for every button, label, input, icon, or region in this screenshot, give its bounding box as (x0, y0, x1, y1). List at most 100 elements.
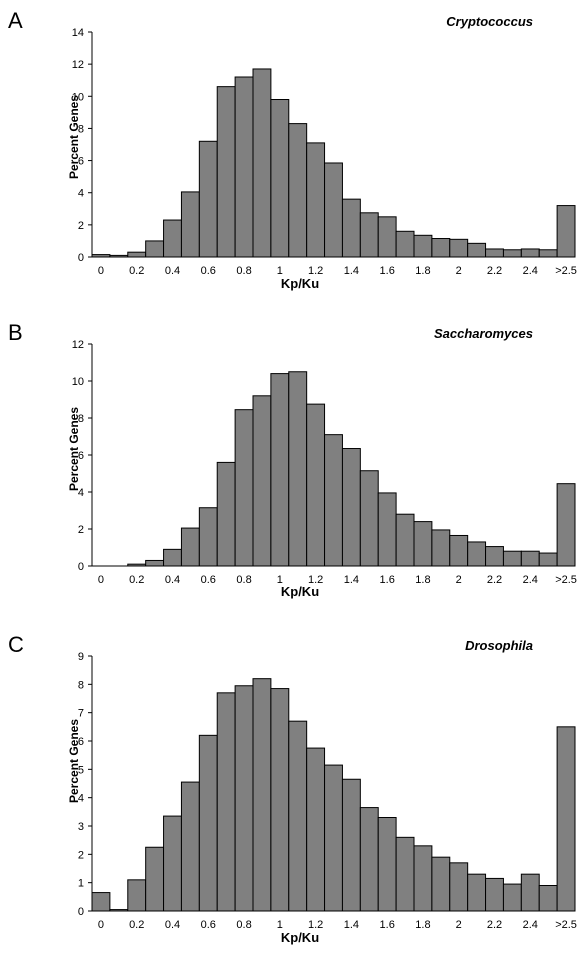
y-tick-label: 14 (72, 27, 84, 39)
histogram-panel-drosophila: C Drosophila Percent Genes 0 1 2 3 4 5 6 7 8 9 0 0.… (0, 632, 583, 950)
histogram-bar (467, 541, 487, 567)
histogram-bar (198, 734, 218, 912)
histogram-bar (180, 191, 200, 258)
histogram-bar (359, 212, 379, 258)
x-tick-label: 0.6 (201, 574, 216, 586)
chart-title: Drosophila (465, 638, 533, 653)
chart-plot: 0 1 2 3 4 5 6 7 8 9 0 0.2 0.4 0.6 0.8 1 1.2 1.4 1.6 1.8 2 2.2… (78, 651, 577, 931)
x-tick-label: 2.2 (487, 265, 502, 277)
histogram-bar (413, 234, 433, 258)
histogram-bar (413, 845, 433, 912)
histogram-bar (216, 461, 236, 567)
x-tick-label: 0.8 (236, 574, 251, 586)
y-tick-label: 7 (78, 708, 84, 720)
histogram-bar (449, 238, 469, 258)
x-tick-label: 1 (277, 919, 283, 931)
histogram-bar (485, 877, 504, 912)
x-axis-label: Kp/Ku (280, 584, 320, 599)
histogram-bar (216, 692, 236, 912)
histogram-bar (431, 856, 451, 912)
x-tick-label: 0.2 (129, 919, 144, 931)
x-tick-label: 0.4 (165, 265, 180, 277)
y-tick-label: 4 (78, 188, 84, 200)
histogram-bar (502, 550, 522, 567)
x-tick-label: 0.8 (236, 919, 251, 931)
histogram-bar (324, 162, 343, 258)
x-tick-label: 2.2 (487, 574, 502, 586)
histogram-bar (395, 230, 415, 258)
histogram-bar (127, 251, 147, 258)
histogram-panel-cryptococcus: A Cryptococcus Percent Genes 0 2 4 6 8 10 12 14… (0, 8, 583, 326)
histogram-bar (520, 550, 540, 567)
y-tick-label: 9 (78, 651, 84, 663)
histogram-bar (377, 216, 397, 258)
histogram-bar (377, 817, 397, 912)
x-tick-label: 2 (456, 574, 462, 586)
chart-title: Cryptococcus (446, 14, 533, 29)
histogram-bar (395, 836, 415, 912)
x-tick-label: 2.4 (523, 574, 538, 586)
histogram-bar (449, 862, 469, 912)
histogram-bar (538, 885, 558, 912)
y-tick-label: 12 (72, 339, 84, 351)
histogram-bar (234, 685, 254, 912)
x-tick-label: 0.4 (165, 574, 180, 586)
histogram-bar (270, 373, 290, 567)
x-tick-label: 0.6 (201, 919, 216, 931)
histogram-bar (216, 86, 236, 258)
x-tick-label: 2 (456, 265, 462, 277)
y-tick-label: 6 (78, 736, 84, 748)
y-tick-label: 10 (72, 91, 84, 103)
x-tick-label: 0.6 (201, 265, 216, 277)
x-tick-label: 1.8 (415, 265, 430, 277)
histogram-bar (306, 142, 326, 258)
y-tick-label: 2 (78, 220, 84, 232)
x-tick-label: 1.2 (308, 574, 323, 586)
histogram-bar (145, 559, 165, 567)
histogram-bar (395, 513, 415, 567)
histogram-bar (467, 873, 487, 912)
x-tick-label: 1.4 (344, 265, 359, 277)
x-tick-label: 2.2 (487, 919, 502, 931)
histogram-bar (485, 546, 504, 567)
histogram-bar (377, 492, 397, 567)
y-tick-label: 0 (78, 252, 84, 264)
y-tick-label: 4 (78, 487, 84, 499)
y-tick-label: 12 (72, 59, 84, 71)
histogram-bar (502, 883, 522, 912)
x-tick-label: 1.6 (380, 919, 395, 931)
y-tick-label: 10 (72, 376, 84, 388)
histogram-bar (163, 815, 182, 912)
y-tick-label: 5 (78, 764, 84, 776)
x-tick-label: 1.6 (380, 574, 395, 586)
histogram-bar (324, 434, 343, 567)
histogram-bar (413, 521, 433, 567)
histogram-bar (485, 248, 504, 258)
y-tick-label: 3 (78, 821, 84, 833)
histogram-bar (288, 720, 308, 912)
histogram-bar (198, 507, 218, 567)
histogram-bar (234, 76, 254, 258)
y-tick-label: 8 (78, 413, 84, 425)
y-tick-label: 8 (78, 123, 84, 135)
histogram-bar (198, 140, 218, 258)
histogram-bar (252, 678, 272, 912)
y-tick-label: 0 (78, 561, 84, 573)
chart-title: Saccharomyces (433, 326, 533, 341)
histogram-bar (306, 747, 326, 912)
histogram-bar (467, 242, 487, 258)
x-tick-label: 1 (277, 265, 283, 277)
panel-letter: C (8, 632, 24, 657)
x-tick-label: 1.8 (415, 919, 430, 931)
y-tick-label: 4 (78, 793, 84, 805)
x-tick-label: 1.4 (344, 919, 359, 931)
y-tick-label: 8 (78, 679, 84, 691)
x-tick-label: 1.8 (415, 574, 430, 586)
histogram-bar (359, 807, 379, 912)
histogram-bar (180, 781, 200, 912)
histogram-bar (270, 99, 290, 258)
histogram-bar (556, 726, 576, 912)
histogram-bar (538, 249, 558, 258)
histogram-bar (234, 409, 254, 567)
histogram-bar (180, 527, 200, 567)
